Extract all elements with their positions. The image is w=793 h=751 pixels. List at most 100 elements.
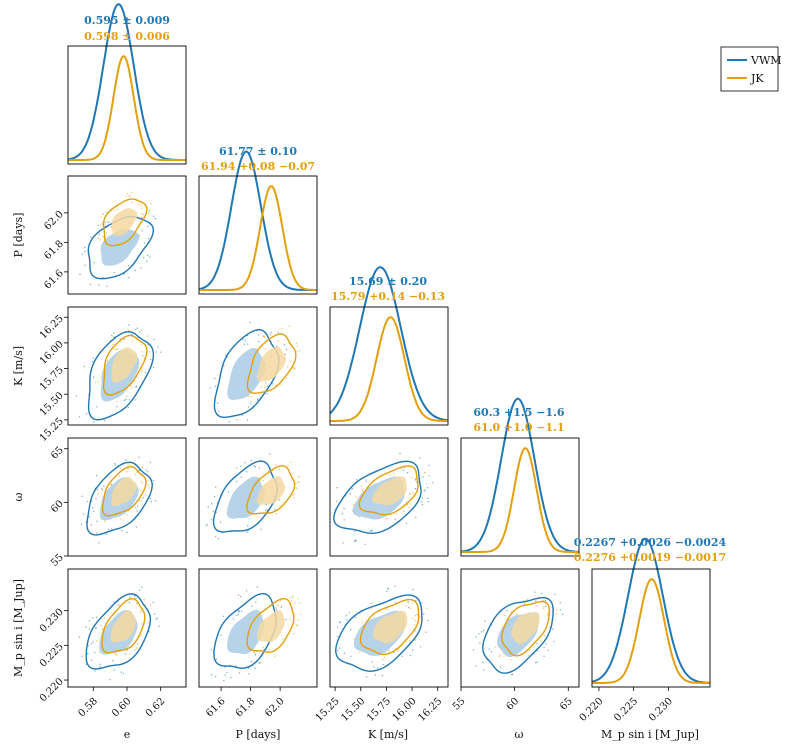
sample-point xyxy=(544,600,546,602)
sample-point xyxy=(113,332,115,335)
sample-point xyxy=(278,468,281,470)
sample-point xyxy=(427,497,429,500)
sample-point xyxy=(215,658,218,660)
sample-point xyxy=(414,619,417,622)
sample-point xyxy=(135,328,137,331)
sample-point xyxy=(337,635,339,638)
sample-point xyxy=(240,610,243,612)
sample-point xyxy=(152,215,155,217)
sample-point xyxy=(274,607,277,609)
sample-point xyxy=(152,366,155,368)
sample-point xyxy=(240,476,242,478)
sample-point xyxy=(402,469,405,471)
sample-point xyxy=(297,598,299,600)
sample-point xyxy=(244,462,246,464)
sample-point xyxy=(361,485,363,487)
sample-point xyxy=(135,399,137,401)
sample-point xyxy=(370,602,372,605)
sample-point xyxy=(218,410,220,412)
title-p-jk: 61.94 +0.08 −0.07 xyxy=(201,160,315,173)
sample-point xyxy=(382,658,384,661)
sample-point xyxy=(150,501,153,503)
sample-point xyxy=(382,664,384,666)
sample-point xyxy=(256,586,259,588)
sample-point xyxy=(247,406,250,408)
x-tick-label: 62.0 xyxy=(263,696,287,720)
sample-point xyxy=(414,615,416,617)
y-tick-label: 15.50 xyxy=(38,390,66,418)
sample-point xyxy=(139,331,141,333)
sample-point xyxy=(523,603,526,605)
sample-point xyxy=(278,499,280,501)
sample-point xyxy=(421,504,424,506)
sample-point xyxy=(147,622,149,624)
sample-point xyxy=(129,195,131,197)
sample-point xyxy=(154,217,157,220)
sample-point xyxy=(254,667,256,669)
sample-point xyxy=(226,671,228,674)
xlabel-k: K [m/s] xyxy=(368,728,408,741)
sample-point xyxy=(381,674,384,677)
sample-point xyxy=(361,490,364,492)
contour-line-vwm xyxy=(213,328,280,419)
sample-point xyxy=(419,616,421,618)
sample-point xyxy=(160,351,162,353)
sample-point xyxy=(472,649,475,651)
sample-point xyxy=(280,384,282,386)
sample-point xyxy=(264,386,266,388)
sample-point xyxy=(388,474,391,476)
sample-point xyxy=(123,399,126,402)
contour-line-jk xyxy=(358,465,419,516)
contour-line-vwm xyxy=(87,330,155,421)
sample-point xyxy=(83,513,85,515)
sample-point xyxy=(335,500,338,502)
sample-point xyxy=(106,285,108,287)
panel-frame xyxy=(460,437,580,557)
sample-point xyxy=(140,609,142,611)
sample-point xyxy=(117,348,119,350)
sample-point xyxy=(387,608,389,611)
sample-point xyxy=(114,463,116,465)
sample-point xyxy=(290,360,292,363)
sample-point xyxy=(118,604,120,606)
contour-fill-vwm xyxy=(226,476,265,519)
sample-point xyxy=(349,493,351,495)
sample-point xyxy=(343,519,345,521)
panel-frame xyxy=(198,568,318,688)
sample-point xyxy=(128,601,130,604)
panel-msini-vs-msini: 0.220 0.225 0.230 xyxy=(578,537,711,724)
sample-point xyxy=(536,642,538,645)
panel-msini-vs-e: 0.58 0.60 0.62 0.220 0.225 0.230 xyxy=(38,568,187,719)
sample-point xyxy=(237,613,239,615)
sample-point xyxy=(406,472,409,474)
sample-point xyxy=(134,473,136,476)
sample-point xyxy=(124,653,127,655)
sample-point xyxy=(414,479,417,481)
sample-point xyxy=(257,398,259,400)
sample-point xyxy=(343,652,346,654)
panel-omega-vs-P xyxy=(198,437,318,557)
contour-line-vwm xyxy=(333,460,422,535)
sample-point xyxy=(140,267,142,269)
sample-point xyxy=(258,467,260,469)
sample-point xyxy=(559,602,561,604)
sample-point xyxy=(290,461,292,463)
sample-point xyxy=(260,386,263,388)
sample-point xyxy=(93,261,95,264)
sample-point xyxy=(141,207,143,209)
sample-point xyxy=(423,490,425,492)
sample-point xyxy=(141,212,143,215)
sample-point xyxy=(248,667,250,669)
title-e-jk: 0.598 ± 0.006 xyxy=(84,30,170,43)
panel-frame xyxy=(329,437,449,557)
sample-point xyxy=(383,656,386,658)
sample-point xyxy=(126,193,128,195)
sample-point xyxy=(365,676,368,678)
contour-line-vwm xyxy=(85,593,152,670)
sample-point xyxy=(138,589,141,591)
xlabel-omega: ω xyxy=(515,728,524,741)
sample-point xyxy=(83,365,86,368)
sample-point xyxy=(103,485,105,487)
sample-point xyxy=(126,471,128,473)
sample-point xyxy=(92,376,95,378)
